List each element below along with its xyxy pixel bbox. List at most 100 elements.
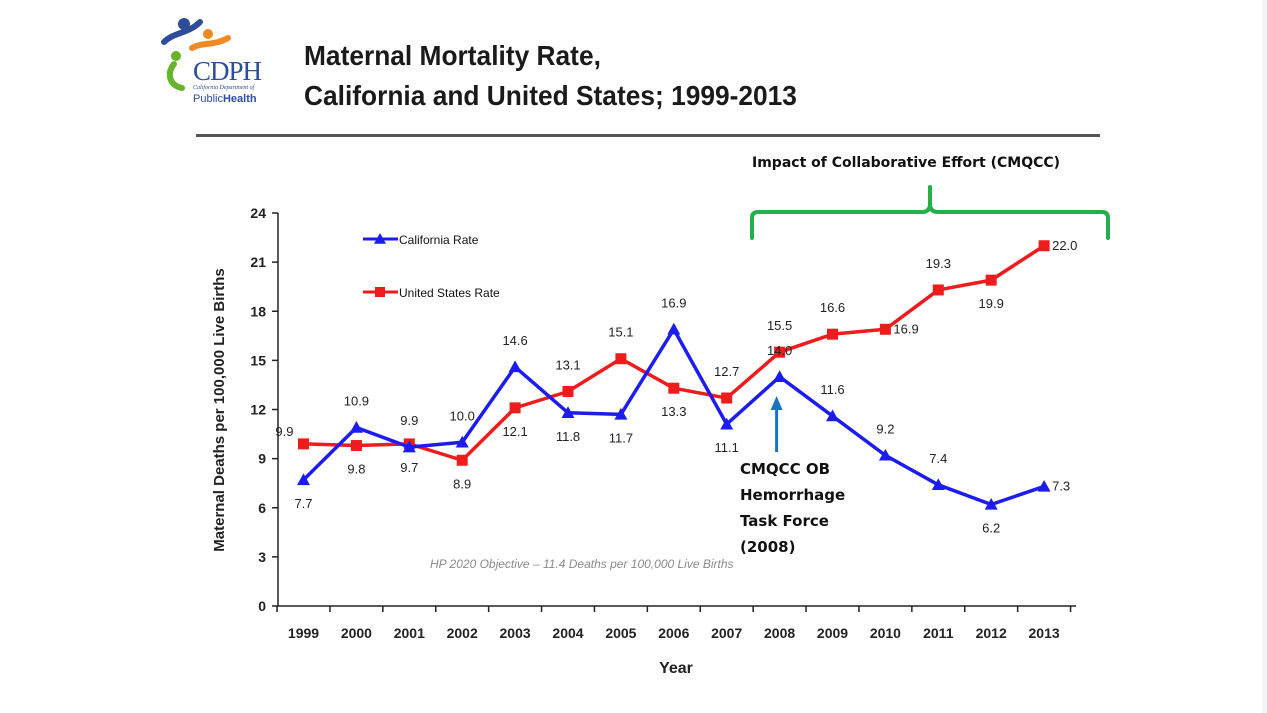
logo-department: California Department of [193, 85, 255, 91]
bracket-shape [750, 185, 1110, 240]
task-force-label: CMQCC OB Hemorrhage Task Force (2008) [740, 460, 845, 556]
california-value-label: 7.7 [294, 496, 312, 511]
california-point [773, 370, 787, 382]
x-tick-label: 2010 [870, 625, 901, 641]
task-force-label-line: Hemorrhage [740, 486, 845, 504]
california-point [614, 407, 628, 420]
california-point [878, 448, 892, 461]
legend: California Rate United States Rate [363, 233, 500, 300]
x-axis-label: Year [659, 660, 693, 677]
task-force-label-line: Task Force [740, 512, 829, 530]
california-point [402, 440, 416, 453]
united-states-point [668, 382, 680, 394]
x-tick-label: 2008 [764, 625, 795, 641]
united-states-point [932, 284, 944, 296]
arrow-head-icon [770, 396, 783, 410]
california-point [984, 497, 998, 510]
united-states-point [509, 402, 521, 414]
series-united-states [298, 240, 1050, 466]
x-axis-ticks: 1999 2000 2001 2002 2003 2004 2005 2006 2007 2008… [276, 606, 1072, 641]
united-states-point [615, 353, 627, 365]
x-tick-label: 2012 [976, 625, 1007, 641]
task-force-label-line: CMQCC OB [740, 460, 830, 478]
united-states-value-label: 16.6 [820, 300, 845, 315]
california-point [667, 322, 681, 335]
value-labels: 7.7 10.9 9.9 10.0 14.6 11.8 11.7 16.9 11.1 14.0 11… [275, 238, 1077, 536]
california-value-label: 11.7 [609, 430, 633, 445]
california-value-label: 14.6 [502, 333, 527, 348]
united-states-point [298, 438, 309, 450]
y-tick-label: 12 [250, 402, 266, 418]
page-title: Maternal Mortality Rate, California and … [304, 36, 797, 116]
california-point [349, 421, 363, 433]
logo-health: Health [222, 93, 257, 105]
united-states-value-label: 13.1 [555, 357, 580, 372]
x-tick-label: 2001 [394, 625, 425, 641]
task-force-annotation: CMQCC OB Hemorrhage Task Force (2008) [740, 396, 845, 556]
logo-public: Public [193, 93, 223, 105]
united-states-value-label: 15.5 [767, 318, 792, 333]
legend-item-california: California Rate [363, 233, 479, 247]
bracket-label: Impact of Collaborative Effort (CMQCC) [752, 155, 1060, 171]
california-value-label: 7.4 [929, 451, 947, 466]
title-line-2: California and United States; 1999-2013 [304, 80, 797, 111]
y-axis-label: Maternal Deaths per 100,000 Live Births [211, 268, 228, 551]
united-states-point [879, 323, 891, 335]
legend-marker-california [374, 233, 386, 244]
objective-note: HP 2020 Objective – 11.4 Deaths per 100,… [430, 557, 734, 571]
california-value-label: 11.6 [820, 382, 844, 397]
y-tick-label: 6 [258, 500, 266, 516]
cdph-logo: CDPH California Department of PublicHeal… [156, 4, 286, 122]
collaborative-effort-bracket: Impact of Collaborative Effort (CMQCC) [750, 155, 1110, 240]
california-value-label: 6.2 [982, 520, 1000, 535]
united-states-value-label: 9.8 [347, 462, 365, 477]
x-tick-label: 2002 [447, 625, 478, 641]
united-states-value-label: 16.9 [893, 321, 918, 336]
california-value-label: 9.9 [400, 413, 418, 428]
california-value-label: 11.1 [715, 440, 739, 455]
california-value-label: 14.0 [767, 343, 792, 358]
x-tick-label: 2009 [817, 625, 848, 641]
y-tick-label: 24 [250, 205, 266, 221]
x-tick-label: 2005 [605, 625, 636, 641]
united-states-value-label: 9.9 [275, 424, 293, 439]
california-point [297, 473, 310, 486]
y-tick-label: 15 [250, 352, 266, 368]
y-tick-label: 18 [250, 303, 266, 319]
y-tick-label: 21 [250, 254, 266, 270]
y-tick-label: 3 [258, 549, 266, 565]
x-tick-label: 2011 [923, 625, 954, 641]
california-value-label: 10.9 [344, 394, 369, 409]
y-axis-ticks: 0 3 6 9 12 15 18 21 24 [250, 205, 278, 614]
california-value-label: 7.3 [1052, 478, 1070, 493]
california-point [508, 360, 522, 373]
california-point [455, 435, 469, 448]
x-tick-label: 1999 [288, 625, 319, 641]
united-states-value-label: 12.1 [502, 424, 527, 439]
united-states-point [827, 328, 838, 340]
x-tick-label: 2013 [1029, 625, 1060, 641]
california-point [931, 478, 945, 491]
united-states-point [350, 440, 362, 452]
legend-item-united-states: United States Rate [363, 286, 500, 300]
title-divider [196, 134, 1100, 137]
y-tick-label: 0 [258, 598, 266, 614]
california-point [1037, 479, 1051, 492]
legend-label-california: California Rate [399, 233, 479, 247]
y-tick-label: 9 [258, 451, 266, 467]
california-point [826, 409, 839, 422]
logo-text: CDPH [193, 56, 262, 86]
united-states-value-label: 13.3 [661, 404, 686, 419]
california-point [720, 417, 734, 430]
x-tick-label: 2000 [341, 625, 372, 641]
united-states-value-label: 19.3 [926, 256, 951, 271]
united-states-point [985, 274, 997, 286]
x-tick-label: 2004 [552, 625, 583, 641]
united-states-point [456, 454, 468, 466]
united-states-point [562, 385, 574, 397]
legend-label-united-states: United States Rate [399, 286, 500, 300]
united-states-value-label: 19.9 [979, 296, 1004, 311]
x-tick-label: 2003 [500, 625, 531, 641]
california-value-label: 10.0 [450, 408, 475, 423]
